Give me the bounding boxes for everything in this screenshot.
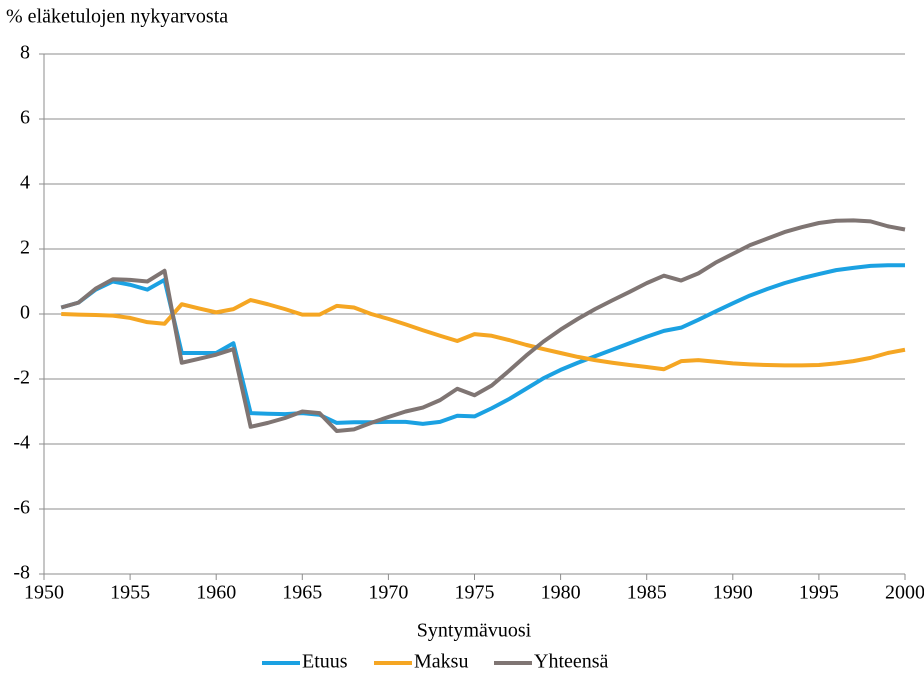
x-tick-label: 1980 xyxy=(541,582,581,604)
series-line xyxy=(61,298,906,372)
legend-label: Yhteensä xyxy=(534,651,609,673)
x-tick-label: 1965 xyxy=(282,582,322,604)
y-tick-label: 0 xyxy=(20,302,30,324)
y-tick-label: -2 xyxy=(13,367,30,389)
y-tick-label: 2 xyxy=(20,237,30,259)
x-tick-label: 1960 xyxy=(196,582,236,604)
x-tick-label: 1990 xyxy=(713,582,753,604)
legend-label: Maksu xyxy=(414,651,468,673)
series-line xyxy=(60,218,906,433)
x-axis-title: Syntymävuosi xyxy=(417,620,532,642)
y-tick-label: -8 xyxy=(13,562,30,584)
x-tick-label: 1995 xyxy=(799,582,839,604)
y-tick-label: 4 xyxy=(20,172,30,194)
y-tick-label: 8 xyxy=(20,42,30,64)
x-tick-label: 1970 xyxy=(368,582,408,604)
x-tick-label: 1975 xyxy=(455,582,495,604)
y-tick-label: -6 xyxy=(13,497,30,519)
y-tick-label: -4 xyxy=(13,432,30,454)
y-tick-label: 6 xyxy=(20,107,30,129)
x-tick-label: 1985 xyxy=(627,582,667,604)
y-axis-title: % eläketulojen nykyarvosta xyxy=(6,6,228,28)
x-tick-label: 1955 xyxy=(110,582,150,604)
x-tick-label: 2000 xyxy=(885,582,924,604)
x-tick-label: 1950 xyxy=(24,582,64,604)
legend-label: Etuus xyxy=(302,651,348,673)
series-line xyxy=(60,263,905,426)
